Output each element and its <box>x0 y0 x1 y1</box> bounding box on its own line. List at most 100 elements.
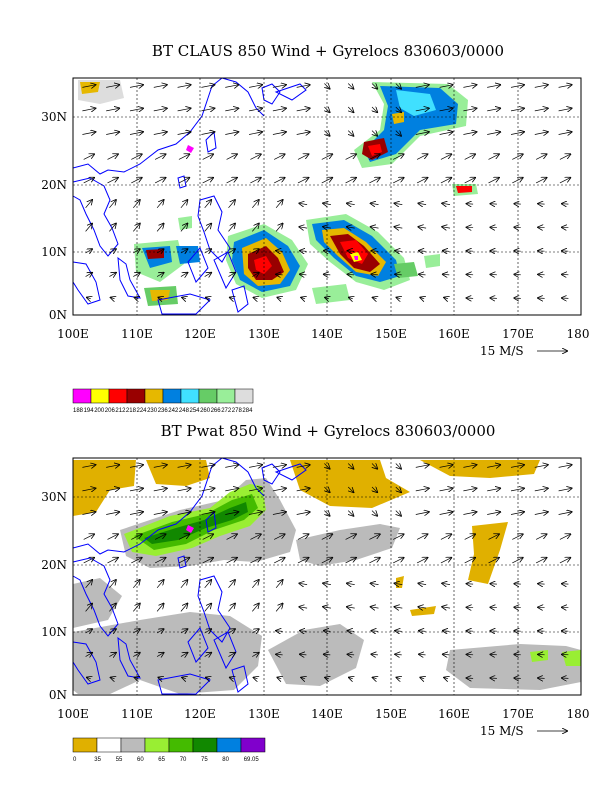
wind-vector <box>324 487 329 492</box>
pwat-colorbar-label: 80 <box>222 757 229 763</box>
pwat-colorbar-label: 65 <box>158 757 165 763</box>
wind-vector <box>85 604 93 612</box>
pwat-colorbar-swatch <box>168 737 194 753</box>
svg-text:10N: 10N <box>41 625 67 639</box>
wind-vector <box>415 85 429 88</box>
wind-vector <box>369 154 379 160</box>
wind-vector <box>272 465 286 468</box>
pwat-colorbar-label: 0 <box>73 757 77 763</box>
svg-text:120E: 120E <box>184 327 216 341</box>
wind-vector <box>393 178 403 184</box>
wind-vector <box>129 85 143 88</box>
wind-vector <box>82 465 95 468</box>
wind-vector <box>153 85 167 88</box>
svg-text:100E: 100E <box>57 707 89 721</box>
wind-vector <box>300 274 307 275</box>
wind-vector <box>299 227 308 228</box>
pwat-colorbar-swatch <box>192 737 218 753</box>
wind-vector <box>464 558 475 564</box>
wind-vector <box>249 108 262 111</box>
wind-vector <box>371 227 379 228</box>
claus-colorbar-label: 218 <box>126 408 137 414</box>
wind-vector <box>109 224 116 232</box>
wind-vector <box>82 132 95 135</box>
wind-vector <box>178 534 189 540</box>
wind-vector <box>442 583 451 584</box>
panel-pwat-title: BT Pwat 850 Wind + Gyrelocs 830603/0000 <box>161 422 496 440</box>
wind-vector <box>397 678 401 679</box>
panel-claus: BT CLAUS 850 Wind + Gyrelocs 830603/0000 <box>41 42 589 414</box>
wind-vector <box>204 653 212 657</box>
wind-vector <box>345 154 356 160</box>
wind-vector <box>324 107 329 112</box>
wind-vector <box>369 534 379 540</box>
wind-vector <box>349 678 353 679</box>
wind-vector <box>225 465 238 468</box>
wind-vector <box>156 224 164 232</box>
pwat-colorbar-swatch <box>120 737 146 753</box>
wind-vector <box>297 154 308 160</box>
wind-vector <box>419 251 426 252</box>
pwat-colorbar-label: 55 <box>116 757 123 763</box>
svg-text:130E: 130E <box>248 327 280 341</box>
wind-vector <box>420 298 424 299</box>
claus-colorbar-label: 248 <box>179 408 190 414</box>
panel-pwat-map <box>72 457 582 696</box>
panel-claus-title: BT CLAUS 850 Wind + Gyrelocs 830603/0000 <box>152 42 504 60</box>
wind-vector <box>396 107 401 112</box>
wind-vector <box>299 583 308 584</box>
wind-vector <box>324 251 331 252</box>
wind-vector <box>252 249 258 253</box>
wind-vector <box>324 464 329 469</box>
wind-vector <box>228 249 236 253</box>
wind-vector <box>444 298 448 299</box>
wind-vector <box>487 132 500 135</box>
wind-vector <box>395 203 403 204</box>
claus-colorbar-swatch <box>108 388 128 404</box>
wind-vector <box>272 132 286 135</box>
wind-vector <box>296 465 310 468</box>
wind-vector <box>156 629 164 633</box>
wind-vector <box>512 534 522 540</box>
wind-vector <box>373 298 377 299</box>
wind-vector <box>299 607 308 608</box>
wind-vector <box>154 534 165 540</box>
wind-vector <box>133 200 140 209</box>
wind-vector <box>440 154 451 160</box>
claus-coastlines <box>72 77 307 315</box>
wind-vector <box>395 654 402 655</box>
wind-vector <box>83 534 94 540</box>
wind-vector <box>180 653 188 657</box>
svg-text:110E: 110E <box>121 327 153 341</box>
pwat-wind-vectors <box>82 464 571 679</box>
wind-vector <box>275 224 283 232</box>
claus-colorbar-label: 194 <box>84 408 95 414</box>
wind-vector <box>129 488 143 491</box>
wind-vector <box>345 534 356 540</box>
wind-vector <box>156 200 164 209</box>
wind-vector <box>180 273 188 277</box>
wind-vector <box>109 273 116 277</box>
wind-vector <box>510 85 524 88</box>
wind-vector <box>371 251 378 252</box>
wind-vector <box>153 512 167 515</box>
wind-vector <box>204 604 212 612</box>
wind-vector <box>442 607 451 608</box>
wind-vector <box>534 465 548 468</box>
wind-vector <box>369 558 379 564</box>
wind-vector <box>180 580 188 589</box>
wind-vector <box>201 132 214 135</box>
wind-vector <box>228 580 236 589</box>
wind-vector <box>415 512 429 515</box>
svg-text:160E: 160E <box>438 327 470 341</box>
wind-vector <box>443 631 450 632</box>
wind-vector <box>487 488 500 491</box>
wind-vector <box>204 580 212 589</box>
wind-vector <box>349 298 353 299</box>
wind-vector <box>178 178 189 184</box>
wind-vector <box>442 227 451 228</box>
wind-vector <box>487 512 500 515</box>
wind-vector <box>180 224 188 232</box>
wind-vector <box>177 132 191 135</box>
wind-vector <box>324 274 331 275</box>
